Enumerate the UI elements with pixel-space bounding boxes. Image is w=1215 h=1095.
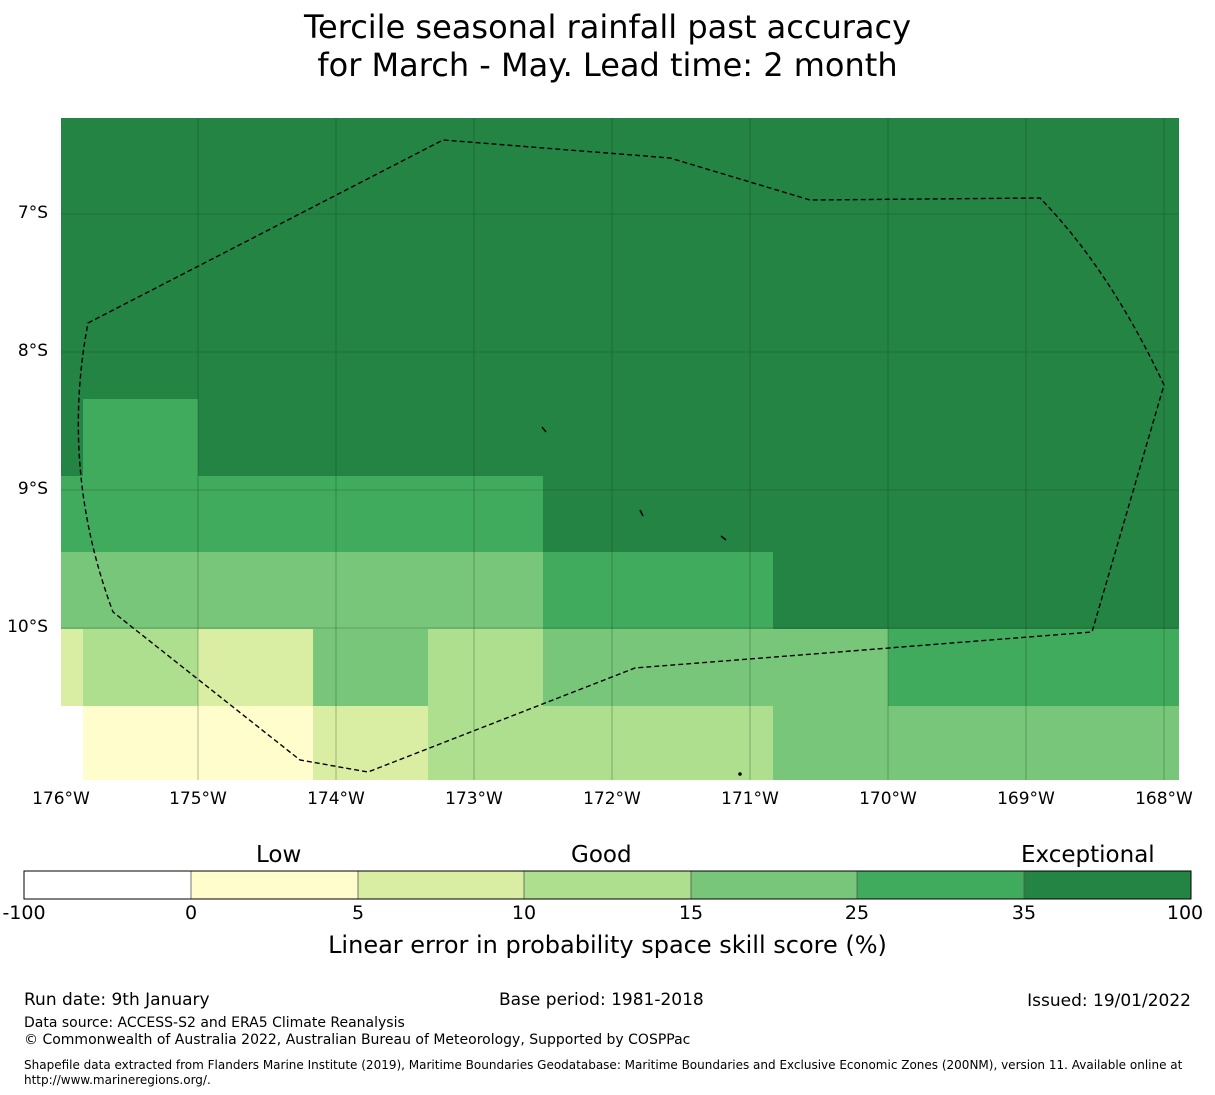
lon-label: 172°W <box>583 789 641 809</box>
grid-cell <box>61 552 543 629</box>
colorbar-tick: 15 <box>678 902 704 924</box>
colorbar-segment <box>691 871 857 899</box>
colorbar-segment <box>191 871 358 899</box>
grid-cell <box>888 629 1179 706</box>
lat-label: 9°S <box>17 479 48 499</box>
grid-cell <box>198 629 313 706</box>
grid-cell <box>428 706 773 780</box>
colorbar-segment <box>857 871 1024 899</box>
graticule <box>61 118 1179 780</box>
grid-cell <box>543 629 888 706</box>
lon-label: 171°W <box>721 789 779 809</box>
colorbar <box>23 870 1192 900</box>
issued-date: Issued: 19/01/2022 <box>1027 991 1191 1011</box>
lat-label: 7°S <box>17 203 48 223</box>
skill-grid <box>61 118 1179 780</box>
chart-title-line-2: for March - May. Lead time: 2 month <box>317 46 898 84</box>
colorbar-word-good: Good <box>571 842 632 868</box>
colorbar-tick: -100 <box>2 902 46 924</box>
island <box>720 535 727 541</box>
run-date: Run date: 9th January <box>24 990 210 1010</box>
colorbar-tick: 5 <box>351 902 365 924</box>
lon-label: 169°W <box>997 789 1055 809</box>
grid-cell <box>428 629 543 706</box>
colorbar-word-exceptional: Exceptional <box>1021 842 1155 868</box>
lon-label: 170°W <box>859 789 917 809</box>
lon-label: 176°W <box>32 789 90 809</box>
colorbar-segment <box>524 871 691 899</box>
data-source: Data source: ACCESS-S2 and ERA5 Climate … <box>24 1015 405 1031</box>
lat-label: 10°S <box>7 617 48 637</box>
island <box>541 426 547 433</box>
grid-cell <box>61 629 83 706</box>
islands <box>541 426 742 776</box>
chart-title-line-1: Tercile seasonal rainfall past accuracy <box>303 8 912 46</box>
grid-cell <box>61 476 543 552</box>
grid-cell <box>83 629 198 706</box>
lon-label: 168°W <box>1135 789 1193 809</box>
eez-boundary <box>77 139 1165 773</box>
colorbar-tick: 35 <box>1011 902 1037 924</box>
base-period: Base period: 1981-2018 <box>499 990 704 1010</box>
colorbar-tick: 10 <box>511 902 537 924</box>
lon-label: 173°W <box>445 789 503 809</box>
grid-cell <box>773 706 1179 780</box>
lat-label: 8°S <box>17 341 48 361</box>
island <box>639 509 644 517</box>
colorbar-tick: 100 <box>1166 902 1204 924</box>
colorbar-segment <box>1024 871 1191 899</box>
copyright-notice: © Commonwealth of Australia 2022, Austra… <box>24 1032 691 1048</box>
colorbar-word-low: Low <box>256 842 302 868</box>
lon-label: 175°W <box>169 789 227 809</box>
colorbar-label: Linear error in probability space skill … <box>328 931 887 959</box>
colorbar-tick: 0 <box>184 902 198 924</box>
colorbar-segment <box>24 871 191 899</box>
grid-cell <box>313 629 428 706</box>
colorbar-tick: 25 <box>844 902 870 924</box>
lon-label: 174°W <box>307 789 365 809</box>
shapefile-credit: Shapefile data extracted from Flanders M… <box>24 1058 1183 1087</box>
island <box>738 772 742 776</box>
grid-cell <box>313 706 428 780</box>
grid-cell <box>543 552 773 629</box>
colorbar-segment <box>358 871 524 899</box>
